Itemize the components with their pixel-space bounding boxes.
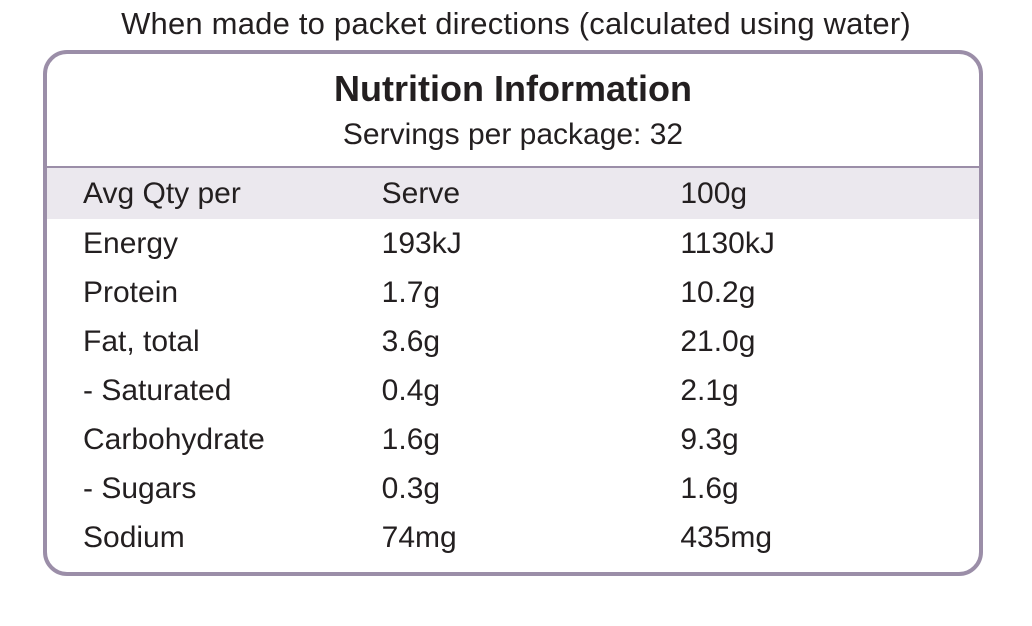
panel-title: Nutrition Information xyxy=(334,68,692,109)
table-row: Fat, total 3.6g 21.0g xyxy=(47,317,979,366)
panel-header: Nutrition Information Servings per packa… xyxy=(47,54,979,168)
table-row: Protein 1.7g 10.2g xyxy=(47,268,979,317)
nutrient-name: - Saturated xyxy=(83,373,232,407)
table-row: - Saturated 0.4g 2.1g xyxy=(47,366,979,415)
nutrient-name: Protein xyxy=(83,275,179,309)
nutrient-name: Carbohydrate xyxy=(83,422,265,456)
nutrition-table: Avg Qty per Serve 100g Energy 193kJ 1130… xyxy=(47,168,979,562)
table-row: - Sugars 0.3g 1.6g xyxy=(47,464,979,513)
nutrient-name: - Sugars xyxy=(83,471,197,505)
per-serve-value: 1.6g xyxy=(381,422,441,456)
per-100g-value: 9.3g xyxy=(680,422,739,456)
per-100g-value: 435mg xyxy=(680,520,773,554)
column-header-100g: 100g xyxy=(680,176,748,210)
per-serve-value: 3.6g xyxy=(381,324,441,358)
per-serve-value: 193kJ xyxy=(381,226,462,260)
per-100g-value: 2.1g xyxy=(680,373,739,407)
nutrient-name: Sodium xyxy=(83,520,185,554)
nutrient-name: Fat, total xyxy=(83,324,200,358)
nutrition-panel: Nutrition Information Servings per packa… xyxy=(43,50,983,576)
per-100g-value: 10.2g xyxy=(680,275,756,309)
per-serve-value: 1.7g xyxy=(381,275,441,309)
per-100g-value: 21.0g xyxy=(680,324,756,358)
column-header-serve: Serve xyxy=(381,176,461,210)
per-100g-value: 1.6g xyxy=(680,471,739,505)
panel-caption: When made to packet directions (calculat… xyxy=(121,6,911,41)
table-row: Energy 193kJ 1130kJ xyxy=(47,219,979,268)
per-serve-value: 0.3g xyxy=(381,471,441,505)
per-serve-value: 0.4g xyxy=(381,373,441,407)
per-100g-value: 1130kJ xyxy=(680,226,775,260)
servings-per-package: Servings per package: 32 xyxy=(342,118,684,151)
table-row: Sodium 74mg 435mg xyxy=(47,513,979,562)
column-header-nutrient: Avg Qty per xyxy=(83,176,241,210)
table-row: Carbohydrate 1.6g 9.3g xyxy=(47,415,979,464)
per-serve-value: 74mg xyxy=(381,520,457,554)
nutrient-name: Energy xyxy=(83,226,179,260)
table-header-row: Avg Qty per Serve 100g xyxy=(47,168,979,219)
